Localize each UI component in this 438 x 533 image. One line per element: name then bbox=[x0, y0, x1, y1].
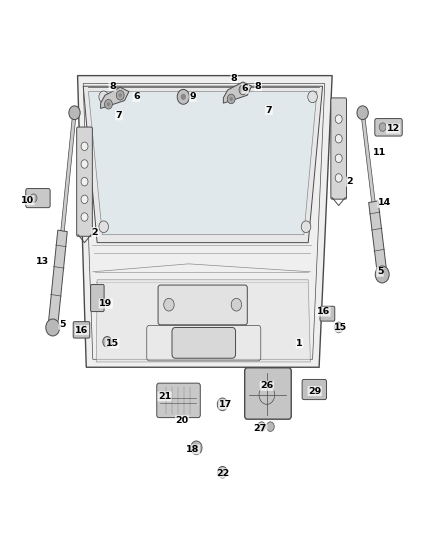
Text: 8: 8 bbox=[255, 82, 261, 91]
FancyBboxPatch shape bbox=[375, 118, 402, 136]
Circle shape bbox=[81, 142, 88, 150]
FancyBboxPatch shape bbox=[157, 383, 200, 418]
Text: 16: 16 bbox=[75, 326, 88, 335]
Text: 6: 6 bbox=[133, 92, 140, 101]
Text: 11: 11 bbox=[374, 148, 387, 157]
Circle shape bbox=[266, 422, 274, 431]
Circle shape bbox=[30, 194, 37, 203]
Polygon shape bbox=[369, 201, 387, 276]
Circle shape bbox=[103, 336, 112, 347]
Text: 29: 29 bbox=[308, 386, 321, 395]
FancyBboxPatch shape bbox=[245, 368, 291, 419]
Circle shape bbox=[105, 100, 113, 109]
Text: 2: 2 bbox=[92, 228, 98, 237]
Circle shape bbox=[357, 106, 368, 119]
Polygon shape bbox=[61, 112, 76, 231]
Circle shape bbox=[164, 298, 174, 311]
FancyBboxPatch shape bbox=[302, 379, 326, 400]
Circle shape bbox=[239, 85, 247, 95]
Text: 7: 7 bbox=[266, 106, 272, 115]
Circle shape bbox=[107, 102, 110, 107]
Polygon shape bbox=[48, 230, 67, 328]
FancyBboxPatch shape bbox=[77, 127, 92, 236]
Polygon shape bbox=[361, 112, 375, 202]
Polygon shape bbox=[83, 86, 322, 243]
FancyBboxPatch shape bbox=[73, 321, 90, 338]
Text: 15: 15 bbox=[334, 323, 347, 332]
Circle shape bbox=[308, 91, 318, 103]
Text: 14: 14 bbox=[378, 198, 391, 207]
Text: 27: 27 bbox=[254, 424, 267, 433]
Text: 12: 12 bbox=[386, 124, 400, 133]
Text: 9: 9 bbox=[190, 92, 196, 101]
Circle shape bbox=[217, 398, 228, 411]
Text: 5: 5 bbox=[59, 320, 66, 329]
Text: 1: 1 bbox=[296, 339, 303, 348]
Circle shape bbox=[116, 91, 124, 100]
Circle shape bbox=[218, 466, 227, 478]
Text: 19: 19 bbox=[99, 299, 113, 308]
Text: 10: 10 bbox=[21, 196, 34, 205]
Text: 15: 15 bbox=[106, 339, 119, 348]
Polygon shape bbox=[96, 280, 311, 362]
Circle shape bbox=[81, 160, 88, 168]
Text: 7: 7 bbox=[116, 111, 122, 120]
Text: 20: 20 bbox=[176, 416, 189, 425]
Text: 26: 26 bbox=[260, 381, 273, 390]
Polygon shape bbox=[223, 82, 252, 103]
Circle shape bbox=[258, 422, 265, 431]
Text: 18: 18 bbox=[186, 445, 200, 454]
Circle shape bbox=[191, 441, 202, 455]
FancyBboxPatch shape bbox=[158, 285, 247, 325]
Text: 17: 17 bbox=[219, 400, 232, 409]
Circle shape bbox=[335, 115, 342, 123]
Circle shape bbox=[379, 123, 386, 131]
Text: 21: 21 bbox=[158, 392, 171, 401]
Circle shape bbox=[335, 154, 342, 163]
Circle shape bbox=[99, 91, 109, 103]
Circle shape bbox=[335, 174, 342, 182]
Text: 8: 8 bbox=[231, 74, 237, 83]
FancyBboxPatch shape bbox=[320, 306, 335, 321]
FancyBboxPatch shape bbox=[91, 285, 104, 312]
Circle shape bbox=[334, 322, 343, 333]
Text: 8: 8 bbox=[109, 82, 116, 91]
Circle shape bbox=[241, 88, 245, 92]
Circle shape bbox=[231, 298, 242, 311]
Circle shape bbox=[221, 470, 224, 474]
Text: 5: 5 bbox=[377, 268, 383, 276]
Circle shape bbox=[99, 221, 109, 232]
Circle shape bbox=[81, 195, 88, 204]
Circle shape bbox=[177, 90, 189, 104]
Polygon shape bbox=[101, 87, 129, 109]
Circle shape bbox=[230, 97, 233, 101]
Circle shape bbox=[335, 134, 342, 143]
FancyBboxPatch shape bbox=[331, 98, 346, 199]
Circle shape bbox=[69, 106, 80, 119]
FancyBboxPatch shape bbox=[26, 189, 50, 208]
Circle shape bbox=[81, 177, 88, 186]
Polygon shape bbox=[78, 76, 332, 367]
Circle shape bbox=[194, 445, 198, 450]
Text: 6: 6 bbox=[242, 84, 248, 93]
Circle shape bbox=[301, 221, 311, 232]
Text: 16: 16 bbox=[317, 307, 330, 316]
Circle shape bbox=[46, 319, 60, 336]
Text: 22: 22 bbox=[217, 469, 230, 478]
Circle shape bbox=[227, 94, 235, 104]
Circle shape bbox=[375, 266, 389, 283]
Text: 2: 2 bbox=[346, 177, 353, 186]
Circle shape bbox=[181, 94, 186, 100]
Text: 13: 13 bbox=[36, 257, 49, 265]
Polygon shape bbox=[88, 92, 317, 235]
FancyBboxPatch shape bbox=[172, 327, 236, 358]
Circle shape bbox=[118, 93, 122, 98]
Circle shape bbox=[81, 213, 88, 221]
